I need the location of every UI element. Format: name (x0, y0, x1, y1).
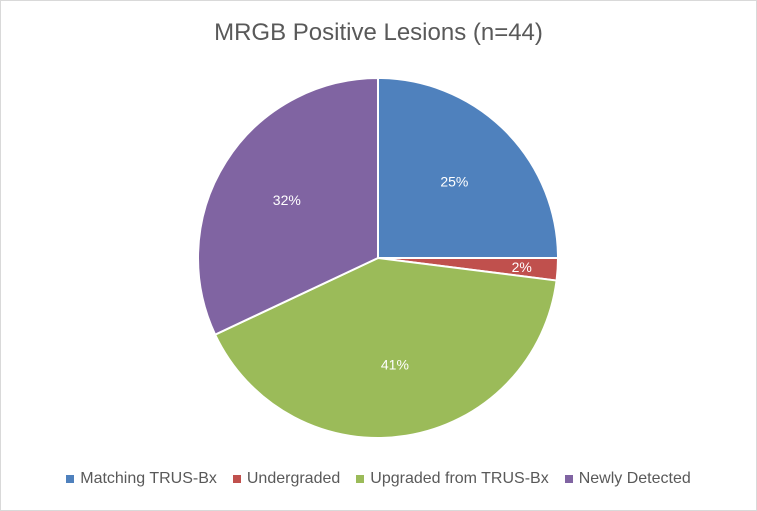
legend-label: Matching TRUS-Bx (80, 470, 217, 487)
legend-label: Newly Detected (578, 470, 691, 487)
pie-slice-matching-trus-bx (377, 76, 560, 259)
legend-swatch (232, 475, 241, 483)
legend-item: Newly Detected (564, 470, 691, 488)
data-label: 41% (381, 357, 409, 373)
pie-slice-newly-detected (197, 76, 379, 336)
data-label: 2% (512, 259, 532, 275)
legend-label: Undergraded (246, 470, 341, 487)
data-label: 32% (273, 192, 301, 208)
legend-swatch (356, 475, 365, 483)
legend-item: Matching TRUS-Bx (66, 470, 217, 488)
legend-swatch (66, 475, 75, 483)
pie-slice-upgraded-from-trus-bx (213, 256, 558, 439)
data-label: 25% (440, 174, 468, 190)
legend: Matching TRUS-Bx Undergraded Upgraded from… (0, 470, 757, 488)
chart-title: MRGB Positive Lesions (n=44) (214, 19, 543, 46)
legend-label: Upgraded from TRUS-Bx (370, 470, 549, 487)
legend-item: Undergraded (232, 470, 341, 488)
legend-swatch (564, 475, 573, 483)
legend-item: Upgraded from TRUS-Bx (356, 470, 549, 488)
